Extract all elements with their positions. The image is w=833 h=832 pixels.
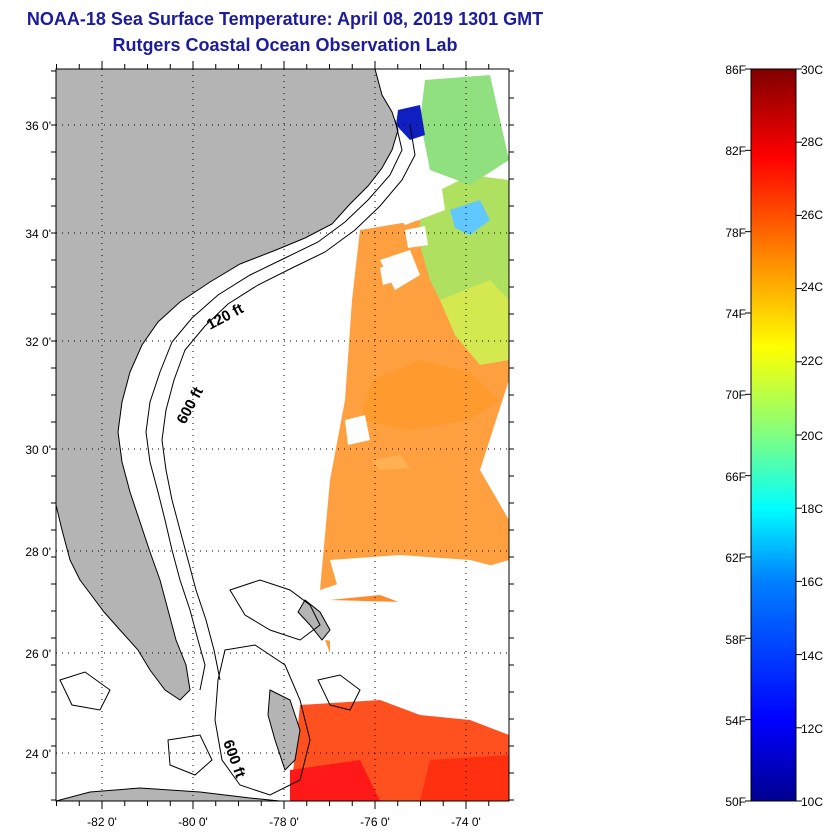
land-us bbox=[56, 69, 399, 701]
cb-c-22: 22C bbox=[801, 354, 823, 368]
lat-label-34: 34 0' bbox=[25, 227, 51, 241]
cb-c-26: 26C bbox=[801, 208, 823, 222]
cb-c-16: 16C bbox=[801, 575, 823, 589]
bathymetry-contours bbox=[59, 119, 416, 796]
colorbar-ticks bbox=[745, 68, 802, 802]
cloud-mask bbox=[330, 175, 509, 700]
cb-f-62: 62F bbox=[725, 551, 746, 565]
cb-c-30: 30C bbox=[801, 63, 823, 77]
colorbar bbox=[750, 68, 797, 802]
map-frame bbox=[55, 68, 510, 802]
land-cuba bbox=[56, 787, 281, 801]
land-abaco bbox=[297, 599, 331, 641]
lat-label-30: 30 0' bbox=[25, 443, 51, 457]
lat-label-36: 36 0' bbox=[25, 119, 51, 133]
grid-lines bbox=[56, 69, 509, 801]
lat-label-28: 28 0' bbox=[25, 545, 51, 559]
lon-label-80: -80 0' bbox=[178, 815, 208, 829]
lon-label-74: -74 0' bbox=[451, 815, 481, 829]
cb-c-20: 20C bbox=[801, 429, 823, 443]
map-title: NOAA-18 Sea Surface Temperature: April 0… bbox=[26, 9, 544, 29]
cb-c-14: 14C bbox=[801, 649, 823, 663]
lon-label-76: -76 0' bbox=[360, 815, 390, 829]
cb-f-86: 86F bbox=[725, 63, 746, 77]
cb-f-70: 70F bbox=[725, 388, 746, 402]
cb-f-50: 50F bbox=[725, 795, 746, 809]
cb-c-10: 10C bbox=[801, 795, 823, 809]
cb-f-66: 66F bbox=[725, 470, 746, 484]
cb-f-78: 78F bbox=[725, 226, 746, 240]
map-subtitle: Rutgers Coastal Ocean Observation Lab bbox=[112, 35, 458, 55]
lat-label-32: 32 0' bbox=[25, 335, 51, 349]
lon-label-82: -82 0' bbox=[87, 815, 117, 829]
cb-c-18: 18C bbox=[801, 502, 823, 516]
lat-label-24: 24 0' bbox=[25, 747, 51, 761]
cb-f-54: 54F bbox=[725, 714, 746, 728]
cb-c-28: 28C bbox=[801, 135, 823, 149]
cb-c-24: 24C bbox=[801, 280, 823, 294]
axis-ticks bbox=[51, 61, 514, 809]
lat-label-26: 26 0' bbox=[25, 647, 51, 661]
cb-f-82: 82F bbox=[725, 144, 746, 158]
lon-label-78: -78 0' bbox=[269, 815, 299, 829]
sst-swath bbox=[290, 75, 509, 801]
cb-f-74: 74F bbox=[725, 307, 746, 321]
cb-c-12: 12C bbox=[801, 722, 823, 736]
cb-f-58: 58F bbox=[725, 633, 746, 647]
